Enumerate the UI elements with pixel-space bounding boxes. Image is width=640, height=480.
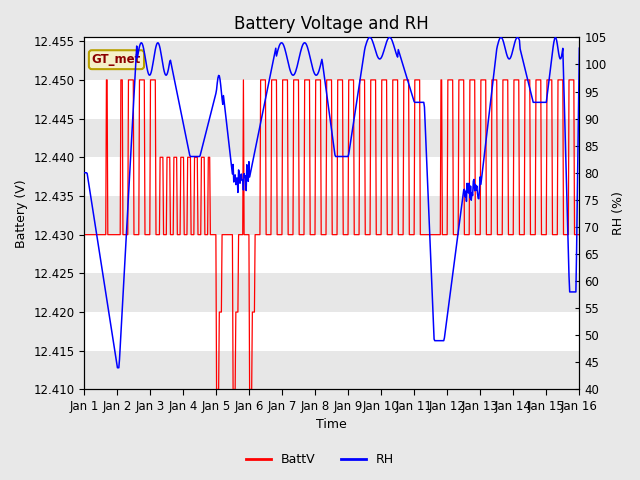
Bar <box>84 351 579 389</box>
Y-axis label: Battery (V): Battery (V) <box>15 179 28 248</box>
Text: GT_met: GT_met <box>92 53 141 66</box>
Legend: BattV, RH: BattV, RH <box>241 448 399 471</box>
X-axis label: Time: Time <box>317 419 348 432</box>
Bar <box>84 119 579 157</box>
Bar <box>84 196 579 235</box>
Bar <box>84 273 579 312</box>
Y-axis label: RH (%): RH (%) <box>612 192 625 235</box>
Title: Battery Voltage and RH: Battery Voltage and RH <box>234 15 429 33</box>
Bar <box>84 41 579 80</box>
